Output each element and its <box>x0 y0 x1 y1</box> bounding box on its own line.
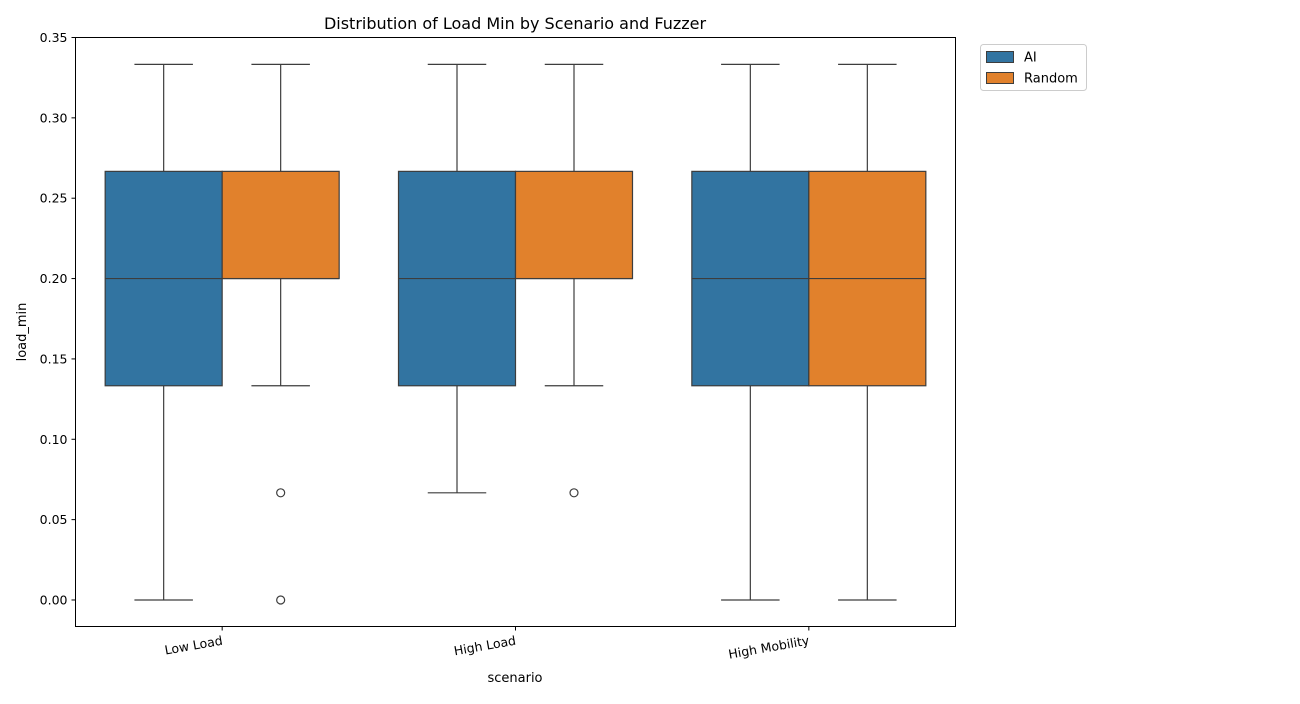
box-random <box>221 63 340 605</box>
box-ai <box>104 63 223 601</box>
iqr-box <box>514 170 634 280</box>
x-tick-label: High Mobility <box>727 633 811 662</box>
x-axis-label: scenario <box>487 671 542 686</box>
legend-swatch <box>986 51 1014 63</box>
x-tick-label: High Load <box>453 633 517 659</box>
y-tick-label: 0.10 <box>40 432 68 447</box>
y-tick-label: 0.25 <box>40 191 68 206</box>
legend-label: Random <box>1024 72 1078 87</box>
x-tick-label: Low Load <box>163 633 223 658</box>
box-random <box>808 63 927 601</box>
chart-title: Distribution of Load Min by Scenario and… <box>324 14 707 33</box>
y-tick-label: 0.15 <box>40 351 68 366</box>
y-tick-label: 0.30 <box>40 110 68 125</box>
outlier-point <box>569 488 579 498</box>
outlier-point <box>276 595 286 605</box>
legend: AI Random <box>980 44 1087 91</box>
y-tick-label: 0.05 <box>40 512 68 527</box>
y-axis-label: load_min <box>15 303 30 362</box>
outlier-point <box>276 488 286 498</box>
x-axis: Low Load High Load High Mobility <box>163 626 811 662</box>
y-axis: 0.00 0.05 0.10 0.15 0.20 0.25 0.30 0.35 <box>40 30 76 607</box>
y-tick-label: 0.00 <box>40 592 68 607</box>
y-tick-label: 0.20 <box>40 271 68 286</box>
legend-label: AI <box>1024 51 1037 66</box>
box-ai <box>397 63 517 494</box>
iqr-box <box>221 170 340 280</box>
legend-item-random: Random <box>986 72 1078 87</box>
plot-area <box>104 63 927 605</box>
legend-item-ai: AI <box>986 51 1037 66</box>
legend-swatch <box>986 72 1014 84</box>
y-tick-label: 0.35 <box>40 30 68 45</box>
box-random <box>514 63 634 498</box>
box-ai <box>691 63 810 601</box>
